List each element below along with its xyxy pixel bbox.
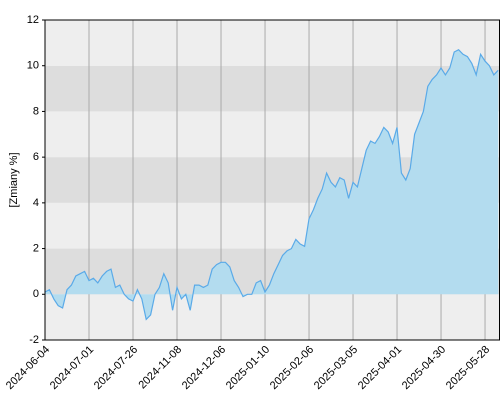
grid-band xyxy=(45,20,500,66)
y-axis-label: [Zmiany %] xyxy=(8,152,20,207)
grid-band xyxy=(45,294,500,340)
y-tick-label: 8 xyxy=(33,105,39,117)
x-tick-label: 2025-04-30 xyxy=(400,344,448,392)
x-tick-label: 2024-07-26 xyxy=(92,344,140,392)
x-tick-label: 2025-03-05 xyxy=(312,344,360,392)
x-tick-label: 2025-02-06 xyxy=(268,344,316,392)
x-tick-label: 2025-01-10 xyxy=(224,344,272,392)
y-tick-label: 6 xyxy=(33,151,39,163)
x-tick-label: 2024-11-08 xyxy=(136,344,184,392)
y-tick-label: 10 xyxy=(27,60,39,72)
x-tick-label: 2025-04-01 xyxy=(356,344,404,392)
line xyxy=(44,48,499,321)
x-tick-label: 2024-07-01 xyxy=(48,344,96,392)
x-tick-label: 2024-12-06 xyxy=(180,344,228,392)
x-tick-label: 2024-06-04 xyxy=(4,344,52,392)
y-tick-label: -2 xyxy=(29,334,39,346)
y-tick-label: 0 xyxy=(33,288,39,300)
y-tick-label: 4 xyxy=(33,197,39,209)
y-tick-label: 12 xyxy=(27,14,39,26)
x-tick-label: 2025-05-28 xyxy=(444,344,492,392)
y-tick-label: 2 xyxy=(33,242,39,254)
area-fill xyxy=(45,49,499,320)
